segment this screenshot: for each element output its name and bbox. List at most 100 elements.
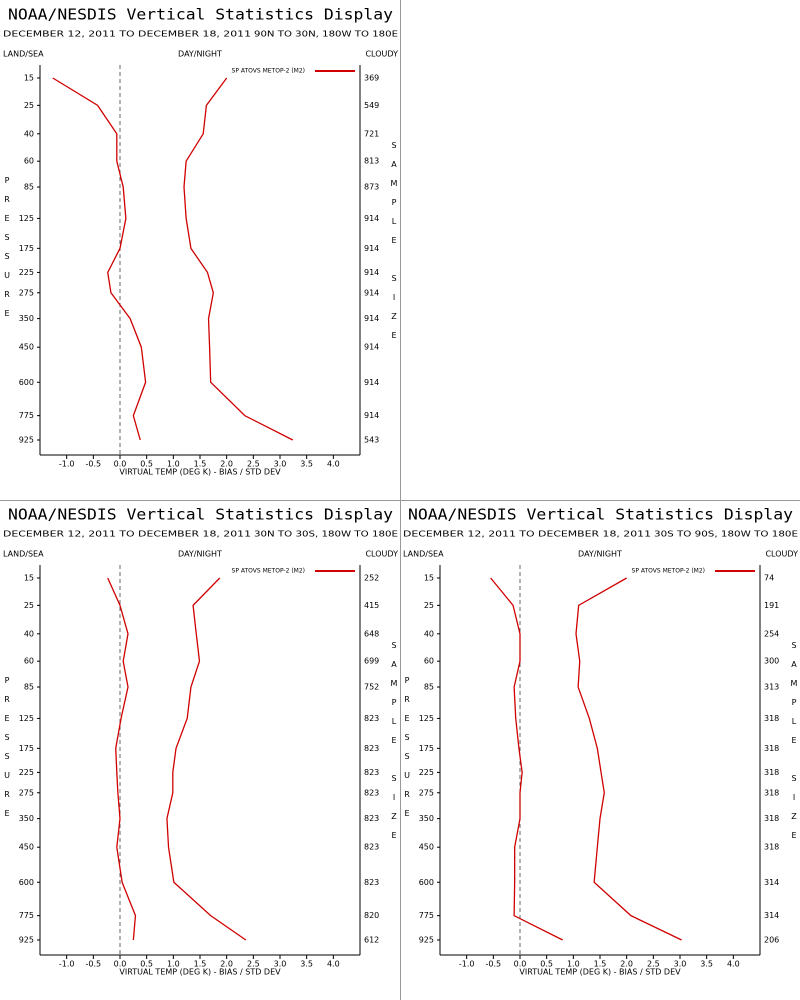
sample-size-label: 699 — [364, 657, 379, 666]
x-tick-label: 2.5 — [647, 960, 660, 969]
y-tick-label: 775 — [19, 911, 34, 920]
y-tick-label: 225 — [19, 268, 34, 277]
date-range: DECEMBER 12, 2011 TO DECEMBER 18, 2011 — [3, 530, 251, 539]
y-tick-label: 275 — [19, 288, 34, 297]
panel: NOAA/NESDIS Vertical Statistics Display D… — [3, 6, 399, 477]
sample-size-label: 813 — [364, 157, 379, 166]
y-tick-label: 450 — [19, 843, 34, 852]
y-tick-label: 350 — [19, 814, 34, 823]
sample-size-label: 612 — [364, 936, 379, 945]
legend-label: SP ATOVS METOP-2 (M2) — [232, 68, 305, 75]
profile-line — [183, 77, 294, 441]
sample-size-label: 914 — [364, 268, 379, 277]
legend-label: SP ATOVS METOP-2 (M2) — [632, 568, 705, 575]
sample-size-label: 914 — [364, 411, 379, 420]
sample-size-label: 318 — [764, 768, 779, 777]
sample-size-label: 823 — [364, 744, 379, 753]
y-tick-label: 40 — [24, 129, 34, 138]
sample-size-label: 74 — [764, 574, 774, 583]
y-axis-label: PRESSURE — [3, 676, 12, 828]
profile-line — [166, 577, 247, 941]
x-axis-label: VIRTUAL TEMP (DEG K) - BIAS / STD DEV — [119, 968, 281, 977]
y-tick-label: 125 — [19, 214, 34, 223]
sample-size-label: 820 — [364, 911, 379, 920]
x-tick-label: 3.5 — [300, 960, 313, 969]
x-tick-label: 2.5 — [247, 460, 260, 469]
y-tick-label: 15 — [424, 574, 434, 583]
day-night-label: DAY/NIGHT — [578, 550, 622, 559]
y2-axis-label: SAMPLE SIZE — [390, 641, 399, 850]
sample-size-label: 369 — [364, 74, 379, 83]
land-sea-label: LAND/SEA — [3, 550, 44, 559]
sample-size-label: 314 — [764, 878, 779, 887]
sample-size-label: 752 — [364, 683, 379, 692]
x-tick-label: 4.0 — [327, 460, 340, 469]
sample-size-label: 914 — [364, 378, 379, 387]
sample-size-label: 313 — [764, 683, 779, 692]
x-tick-label: 4.0 — [327, 960, 340, 969]
y-tick-label: 775 — [19, 411, 34, 420]
sample-size-label: 318 — [764, 744, 779, 753]
y-tick-label: 40 — [424, 629, 434, 638]
sample-size-label: 648 — [364, 629, 379, 638]
sample-size-label: 823 — [364, 714, 379, 723]
x-axis-label: VIRTUAL TEMP (DEG K) - BIAS / STD DEV — [519, 968, 681, 977]
sample-size-label: 300 — [764, 657, 779, 666]
sample-size-label: 823 — [364, 878, 379, 887]
region: 90N TO 30N, 180W TO 180E — [254, 30, 398, 39]
x-tick-label: -1.0 — [459, 960, 475, 969]
x-tick-label: 1.5 — [194, 960, 207, 969]
sample-size-label: 823 — [364, 843, 379, 852]
panel: NOAA/NESDIS Vertical Statistics Display D… — [3, 506, 399, 977]
y-tick-label: 600 — [19, 878, 34, 887]
sample-size-label: 318 — [764, 788, 779, 797]
y-tick-label: 225 — [419, 768, 434, 777]
profile-line — [575, 577, 682, 941]
sample-size-label: 823 — [364, 814, 379, 823]
x-tick-label: 3.5 — [700, 960, 713, 969]
sample-size-label: 823 — [364, 768, 379, 777]
x-tick-label: -1.0 — [59, 460, 75, 469]
day-night-label: DAY/NIGHT — [178, 550, 222, 559]
y-tick-label: 925 — [19, 436, 34, 445]
sample-size-label: 873 — [364, 183, 379, 192]
x-tick-label: 3.0 — [274, 460, 287, 469]
x-tick-label: 1.0 — [567, 960, 580, 969]
x-tick-label: -0.5 — [86, 960, 102, 969]
x-tick-label: 4.0 — [727, 960, 740, 969]
y-tick-label: 350 — [419, 814, 434, 823]
y-tick-label: 175 — [19, 744, 34, 753]
sample-size-label: 914 — [364, 244, 379, 253]
cloudy-label: CLOUDY — [365, 50, 398, 59]
y2-axis-label: SAMPLE SIZE — [790, 641, 799, 850]
x-tick-label: 0.0 — [514, 960, 527, 969]
x-axis-label: VIRTUAL TEMP (DEG K) - BIAS / STD DEV — [119, 468, 281, 477]
y-tick-label: 175 — [19, 244, 34, 253]
y-tick-label: 60 — [24, 157, 34, 166]
y-tick-label: 350 — [19, 314, 34, 323]
y-tick-label: 600 — [19, 378, 34, 387]
profile-line — [107, 577, 137, 941]
y-tick-label: 25 — [24, 601, 34, 610]
region: 30S TO 90S, 180W TO 180E — [654, 530, 798, 539]
x-tick-label: 0.5 — [540, 960, 553, 969]
sample-size-label: 252 — [364, 574, 379, 583]
y-tick-label: 775 — [419, 911, 434, 920]
y-tick-label: 85 — [24, 683, 34, 692]
x-tick-label: -0.5 — [486, 960, 502, 969]
sample-size-label: 549 — [364, 101, 379, 110]
sample-size-label: 914 — [364, 343, 379, 352]
cloudy-label: CLOUDY — [365, 550, 398, 559]
y-tick-label: 25 — [424, 601, 434, 610]
x-tick-label: 2.0 — [220, 460, 233, 469]
sample-size-label: 206 — [764, 936, 779, 945]
sample-size-label: 318 — [764, 814, 779, 823]
panel-title: NOAA/NESDIS Vertical Statistics Display — [8, 506, 393, 524]
y-tick-label: 925 — [419, 936, 434, 945]
y-tick-label: 60 — [24, 657, 34, 666]
x-tick-label: 0.5 — [140, 960, 153, 969]
x-tick-label: 3.5 — [300, 460, 313, 469]
panel-title: NOAA/NESDIS Vertical Statistics Display — [408, 506, 793, 524]
date-range: DECEMBER 12, 2011 TO DECEMBER 18, 2011 — [3, 30, 251, 39]
x-tick-label: 3.0 — [674, 960, 687, 969]
